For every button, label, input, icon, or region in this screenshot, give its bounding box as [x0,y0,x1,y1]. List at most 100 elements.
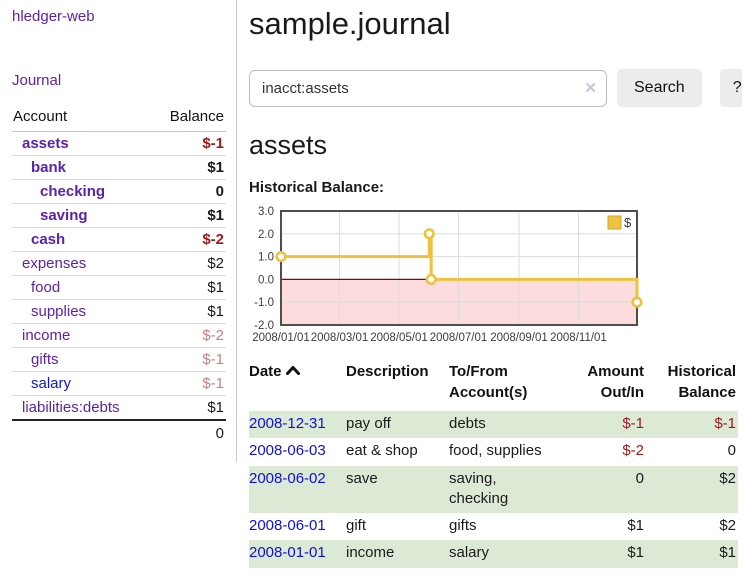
total-row: 0 [12,419,226,446]
transactions-table: Date Description To/From Account(s) Amou… [249,361,738,568]
data-point-marker[interactable] [425,273,437,285]
main-content: sample.journal ✕ Search ? assets Histori… [237,0,742,568]
transaction-date-link[interactable]: 2008-06-02 [249,469,326,487]
transaction-description: eat & shop [346,442,418,460]
y-tick-label: 3.0 [258,206,274,218]
transaction-balance: $2 [719,469,736,487]
transaction-row: 2008-06-01 gift gifts $1 $2 [249,513,738,540]
transaction-balance: $-1 [714,415,736,432]
account-balance: $1 [151,155,226,180]
transaction-rows: 2008-12-31 pay off debts $-1 $-1 2008-06-03 ea… [249,411,738,568]
search-row: ✕ Search ? [249,69,742,107]
help-button[interactable]: ? [719,69,742,107]
transaction-description: pay off [346,415,391,432]
search-input[interactable] [249,69,607,107]
data-point-marker[interactable] [423,228,435,240]
y-tick-label: 0.0 [258,274,274,286]
y-tick-label: -2.0 [254,320,274,332]
account-link[interactable]: bank [31,159,67,176]
transaction-row: 2008-01-01 income salary $1 $1 [249,540,738,568]
transaction-amount: $-2 [622,442,644,460]
transaction-description: income [346,544,395,562]
account-link[interactable]: cash [31,231,66,248]
data-point-marker[interactable] [631,296,643,308]
transaction-row: 2008-12-31 pay off debts $-1 $-1 [249,411,738,439]
brand-link[interactable]: hledger-web [12,8,95,25]
account-link[interactable]: expenses [22,255,87,272]
clear-search-icon[interactable]: ✕ [584,79,597,97]
chart-wrap: 3.0 2.0 1.0 0.0 -1.0 -2.0 2008/01/01 2008/03/01… [249,205,742,344]
transaction-description: save [346,469,378,487]
transaction-date-cell: 2008-06-01 [249,513,346,540]
transaction-amount: $1 [627,517,644,534]
transaction-date-cell: 2008-06-03 [249,438,346,465]
chart-heading: Historical Balance: [249,179,385,196]
accounts-header-account: Account [12,105,152,132]
transaction-accounts: food, supplies [449,442,542,460]
account-link[interactable]: salary [31,375,72,392]
transaction-date-link[interactable]: 2008-12-31 [249,415,326,432]
transaction-accounts: saving, checking [449,469,509,507]
x-tick-label: 2008/01/01 [252,332,310,344]
account-link[interactable]: liabilities:debts [22,399,120,416]
account-row: assets $-1 [12,131,226,156]
account-link[interactable]: checking [40,183,106,200]
account-link[interactable]: assets [22,135,69,152]
account-link[interactable]: income [22,327,71,344]
plot-border [280,210,638,326]
transaction-row: 2008-06-02 save saving, checking 0 $2 [249,465,738,514]
x-tick-label: 2008/09/01 [490,332,548,344]
transaction-date-link[interactable]: 2008-01-01 [249,544,326,562]
x-tick-label: 2008/07/01 [430,332,488,344]
accounts-total-balance: 0 [151,419,226,446]
transaction-amount: 0 [635,469,644,487]
transactions-header-amount: Amount Out/In [587,363,644,401]
account-row: checking 0 [12,179,226,204]
transaction-date-link[interactable]: 2008-06-01 [249,517,326,534]
account-heading: assets [249,130,328,160]
transaction-date-link[interactable]: 2008-06-03 [249,442,326,460]
account-balance: $1 [151,275,226,300]
transaction-accounts: salary [449,544,490,562]
x-tick-label: 2008/11/01 [550,332,607,344]
account-row: expenses $2 [12,251,226,276]
account-balance: 0 [151,179,226,204]
x-tick-label: 2008/03/01 [311,332,369,344]
account-balance: $-2 [151,323,226,348]
data-point-marker[interactable] [275,250,287,263]
account-balance: $-1 [151,347,226,372]
y-tick-label: 2.0 [258,229,274,241]
transaction-date-cell: 2008-01-01 [249,540,346,567]
account-balance: $-1 [151,131,226,156]
account-link[interactable]: supplies [31,303,87,320]
x-tick-label: 2008/05/01 [370,332,428,344]
accounts-table: Account Balance assets $-1 bank $1 checking 0… [12,105,226,446]
account-link[interactable]: food [31,279,61,296]
transactions-header-row: Date Description To/From Account(s) Amou… [249,361,738,411]
transaction-date-cell: 2008-12-31 [249,411,346,438]
transaction-accounts: gifts [449,517,477,534]
legend-label: $ [624,215,632,230]
app: hledger-web Journal Account Balance asse… [12,0,742,568]
search-button[interactable]: Search [617,69,702,107]
account-balance: $1 [151,299,226,324]
page-title: sample.journal [249,6,451,41]
account-link[interactable]: saving [40,207,88,224]
transactions-header-date[interactable]: Date [249,361,346,411]
y-tick-label: 1.0 [258,252,274,264]
transactions-header-description: Description [346,363,429,380]
account-row: saving $1 [12,203,226,228]
account-balance: $1 [151,395,226,420]
account-row: supplies $1 [12,299,226,324]
transaction-balance: 0 [727,442,736,460]
sidebar-item-journal[interactable]: Journal [12,72,62,89]
accounts-header-row: Account Balance [12,105,226,132]
account-balance: $-2 [151,227,226,252]
search-box: ✕ [249,69,607,107]
transaction-balance: $2 [719,517,736,534]
transaction-date-cell: 2008-06-02 [249,466,346,514]
legend-swatch [607,215,622,230]
transaction-amount: $-1 [622,415,644,432]
account-link[interactable]: gifts [31,351,59,368]
